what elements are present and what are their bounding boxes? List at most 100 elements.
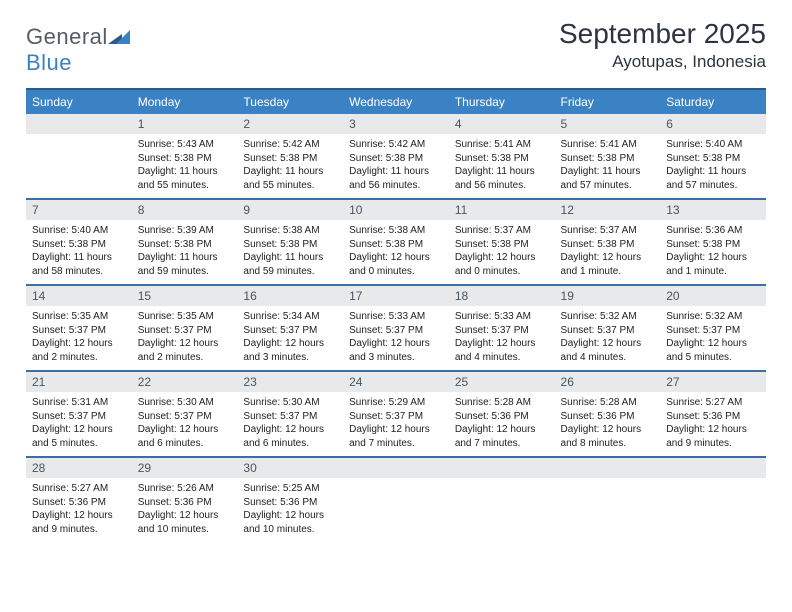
- calendar-cell: 20Sunrise: 5:32 AMSunset: 5:37 PMDayligh…: [660, 285, 766, 371]
- calendar-cell: 4Sunrise: 5:41 AMSunset: 5:38 PMDaylight…: [449, 114, 555, 199]
- calendar-body: 1Sunrise: 5:43 AMSunset: 5:38 PMDaylight…: [26, 114, 766, 542]
- day-number-empty: [343, 458, 449, 478]
- sunset-line: Sunset: 5:38 PM: [561, 238, 655, 252]
- month-title: September 2025: [559, 18, 766, 50]
- day-body: Sunrise: 5:30 AMSunset: 5:37 PMDaylight:…: [237, 392, 343, 456]
- calendar-cell: 13Sunrise: 5:36 AMSunset: 5:38 PMDayligh…: [660, 199, 766, 285]
- sunrise-line: Sunrise: 5:41 AM: [455, 138, 549, 152]
- day-body: Sunrise: 5:30 AMSunset: 5:37 PMDaylight:…: [132, 392, 238, 456]
- sunrise-line: Sunrise: 5:39 AM: [138, 224, 232, 238]
- daylight-line: Daylight: 12 hours and 9 minutes.: [666, 423, 760, 450]
- day-body: Sunrise: 5:35 AMSunset: 5:37 PMDaylight:…: [132, 306, 238, 370]
- daylight-line: Daylight: 12 hours and 8 minutes.: [561, 423, 655, 450]
- sunset-line: Sunset: 5:36 PM: [455, 410, 549, 424]
- sunset-line: Sunset: 5:38 PM: [561, 152, 655, 166]
- day-body: Sunrise: 5:41 AMSunset: 5:38 PMDaylight:…: [449, 134, 555, 198]
- day-header: Friday: [555, 89, 661, 114]
- sunrise-line: Sunrise: 5:35 AM: [32, 310, 126, 324]
- sunrise-line: Sunrise: 5:25 AM: [243, 482, 337, 496]
- day-body: Sunrise: 5:25 AMSunset: 5:36 PMDaylight:…: [237, 478, 343, 542]
- day-number-empty: [555, 458, 661, 478]
- daylight-line: Daylight: 12 hours and 3 minutes.: [349, 337, 443, 364]
- calendar-cell: 27Sunrise: 5:27 AMSunset: 5:36 PMDayligh…: [660, 371, 766, 457]
- calendar-cell: 18Sunrise: 5:33 AMSunset: 5:37 PMDayligh…: [449, 285, 555, 371]
- sunrise-line: Sunrise: 5:32 AM: [561, 310, 655, 324]
- calendar-cell: 16Sunrise: 5:34 AMSunset: 5:37 PMDayligh…: [237, 285, 343, 371]
- daylight-line: Daylight: 12 hours and 3 minutes.: [243, 337, 337, 364]
- day-number: 6: [660, 114, 766, 134]
- day-body: Sunrise: 5:35 AMSunset: 5:37 PMDaylight:…: [26, 306, 132, 370]
- sunrise-line: Sunrise: 5:30 AM: [243, 396, 337, 410]
- calendar-cell: 9Sunrise: 5:38 AMSunset: 5:38 PMDaylight…: [237, 199, 343, 285]
- day-header: Tuesday: [237, 89, 343, 114]
- daylight-line: Daylight: 12 hours and 10 minutes.: [243, 509, 337, 536]
- day-number: 5: [555, 114, 661, 134]
- sunset-line: Sunset: 5:38 PM: [243, 152, 337, 166]
- sunset-line: Sunset: 5:37 PM: [138, 410, 232, 424]
- day-number: 23: [237, 372, 343, 392]
- daylight-line: Daylight: 11 hours and 57 minutes.: [561, 165, 655, 192]
- calendar-cell: 1Sunrise: 5:43 AMSunset: 5:38 PMDaylight…: [132, 114, 238, 199]
- day-number: 19: [555, 286, 661, 306]
- daylight-line: Daylight: 12 hours and 1 minute.: [666, 251, 760, 278]
- daylight-line: Daylight: 12 hours and 5 minutes.: [32, 423, 126, 450]
- day-number: 27: [660, 372, 766, 392]
- calendar-cell: 24Sunrise: 5:29 AMSunset: 5:37 PMDayligh…: [343, 371, 449, 457]
- calendar-cell: 17Sunrise: 5:33 AMSunset: 5:37 PMDayligh…: [343, 285, 449, 371]
- day-number: 12: [555, 200, 661, 220]
- sunrise-line: Sunrise: 5:28 AM: [455, 396, 549, 410]
- logo-text: GeneralBlue: [26, 24, 130, 76]
- sunset-line: Sunset: 5:36 PM: [666, 410, 760, 424]
- calendar-row: 14Sunrise: 5:35 AMSunset: 5:37 PMDayligh…: [26, 285, 766, 371]
- daylight-line: Daylight: 11 hours and 55 minutes.: [138, 165, 232, 192]
- calendar-cell: 21Sunrise: 5:31 AMSunset: 5:37 PMDayligh…: [26, 371, 132, 457]
- calendar-cell: 7Sunrise: 5:40 AMSunset: 5:38 PMDaylight…: [26, 199, 132, 285]
- daylight-line: Daylight: 12 hours and 4 minutes.: [455, 337, 549, 364]
- daylight-line: Daylight: 12 hours and 0 minutes.: [455, 251, 549, 278]
- day-body: Sunrise: 5:37 AMSunset: 5:38 PMDaylight:…: [555, 220, 661, 284]
- day-number: 7: [26, 200, 132, 220]
- title-block: September 2025 Ayotupas, Indonesia: [559, 18, 766, 72]
- sunset-line: Sunset: 5:37 PM: [349, 410, 443, 424]
- sunset-line: Sunset: 5:38 PM: [243, 238, 337, 252]
- calendar-cell: 5Sunrise: 5:41 AMSunset: 5:38 PMDaylight…: [555, 114, 661, 199]
- day-number: 22: [132, 372, 238, 392]
- day-body: Sunrise: 5:41 AMSunset: 5:38 PMDaylight:…: [555, 134, 661, 198]
- day-number: 26: [555, 372, 661, 392]
- logo-word2: Blue: [26, 50, 72, 75]
- day-number: 28: [26, 458, 132, 478]
- sunrise-line: Sunrise: 5:36 AM: [666, 224, 760, 238]
- calendar-cell: 12Sunrise: 5:37 AMSunset: 5:38 PMDayligh…: [555, 199, 661, 285]
- sunset-line: Sunset: 5:37 PM: [666, 324, 760, 338]
- sunrise-line: Sunrise: 5:33 AM: [349, 310, 443, 324]
- header: GeneralBlue September 2025 Ayotupas, Ind…: [26, 18, 766, 76]
- sunrise-line: Sunrise: 5:34 AM: [243, 310, 337, 324]
- day-number: 14: [26, 286, 132, 306]
- day-body: Sunrise: 5:42 AMSunset: 5:38 PMDaylight:…: [343, 134, 449, 198]
- day-header: Monday: [132, 89, 238, 114]
- day-body: Sunrise: 5:36 AMSunset: 5:38 PMDaylight:…: [660, 220, 766, 284]
- sunrise-line: Sunrise: 5:37 AM: [455, 224, 549, 238]
- sunset-line: Sunset: 5:38 PM: [455, 238, 549, 252]
- sunset-line: Sunset: 5:38 PM: [349, 238, 443, 252]
- calendar-cell: 19Sunrise: 5:32 AMSunset: 5:37 PMDayligh…: [555, 285, 661, 371]
- sunset-line: Sunset: 5:36 PM: [243, 496, 337, 510]
- day-number: 11: [449, 200, 555, 220]
- day-number: 4: [449, 114, 555, 134]
- day-body: Sunrise: 5:32 AMSunset: 5:37 PMDaylight:…: [660, 306, 766, 370]
- sunrise-line: Sunrise: 5:30 AM: [138, 396, 232, 410]
- day-number: 1: [132, 114, 238, 134]
- daylight-line: Daylight: 11 hours and 55 minutes.: [243, 165, 337, 192]
- day-body: Sunrise: 5:40 AMSunset: 5:38 PMDaylight:…: [660, 134, 766, 198]
- calendar-cell: 14Sunrise: 5:35 AMSunset: 5:37 PMDayligh…: [26, 285, 132, 371]
- day-number: 17: [343, 286, 449, 306]
- sunrise-line: Sunrise: 5:43 AM: [138, 138, 232, 152]
- day-number: 30: [237, 458, 343, 478]
- sunset-line: Sunset: 5:37 PM: [32, 324, 126, 338]
- calendar-cell: 22Sunrise: 5:30 AMSunset: 5:37 PMDayligh…: [132, 371, 238, 457]
- day-body: Sunrise: 5:42 AMSunset: 5:38 PMDaylight:…: [237, 134, 343, 198]
- day-number: 29: [132, 458, 238, 478]
- sunrise-line: Sunrise: 5:37 AM: [561, 224, 655, 238]
- sunrise-line: Sunrise: 5:40 AM: [32, 224, 126, 238]
- calendar-row: 28Sunrise: 5:27 AMSunset: 5:36 PMDayligh…: [26, 457, 766, 542]
